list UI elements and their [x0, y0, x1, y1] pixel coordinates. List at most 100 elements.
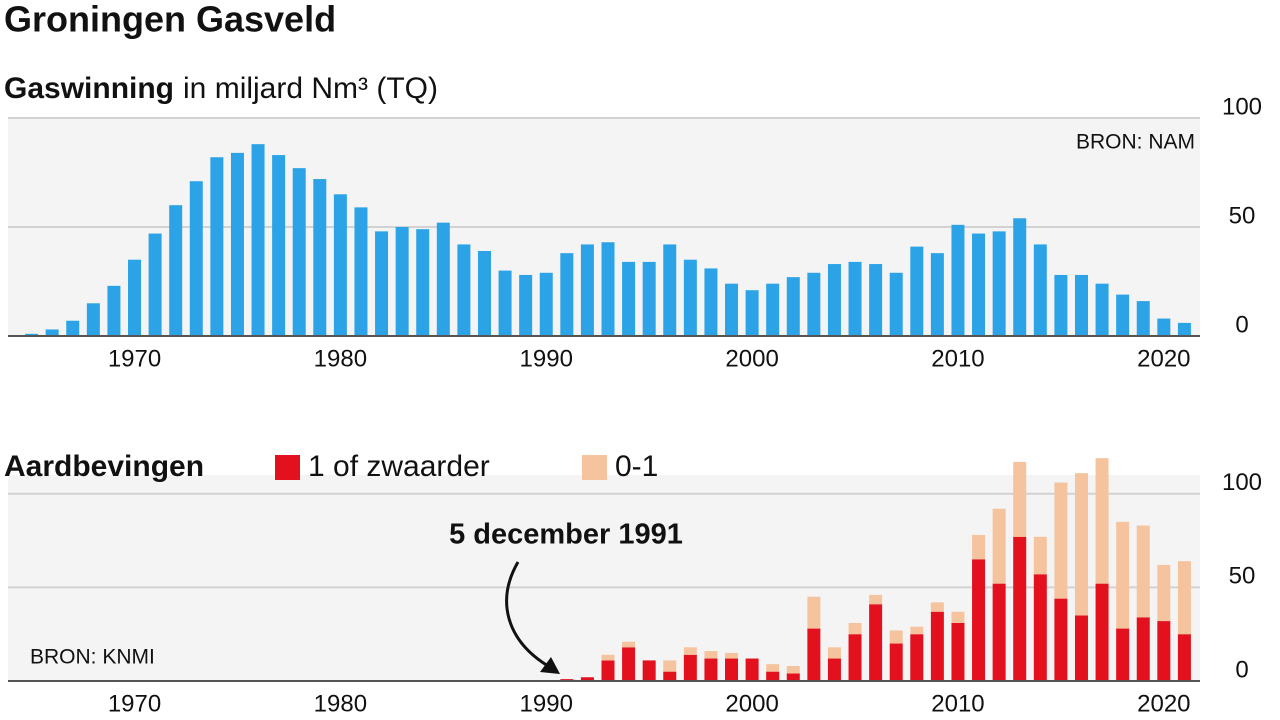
bar-segment	[1095, 583, 1109, 681]
bar	[189, 181, 203, 336]
bar-segment	[972, 559, 986, 681]
bar-segment	[1136, 617, 1150, 681]
bar	[395, 227, 409, 336]
bar	[416, 229, 430, 336]
legend-swatch	[275, 455, 300, 480]
bar-segment	[601, 660, 615, 681]
bar-segment	[992, 583, 1006, 681]
x-tick-label: 1970	[108, 345, 161, 372]
bar-segment	[745, 658, 759, 681]
bar	[25, 333, 39, 336]
bar-segment	[1095, 458, 1109, 584]
bar	[313, 179, 327, 336]
bar	[1033, 244, 1047, 336]
y-tick-label: 0	[1235, 656, 1248, 683]
x-tick-label: 2000	[725, 345, 778, 372]
bar-segment	[622, 647, 636, 681]
bar-segment	[1116, 628, 1130, 681]
bar	[128, 259, 142, 336]
x-tick-label: 1970	[108, 690, 161, 717]
subtitle: Aardbevingen	[4, 450, 204, 483]
bar-segment	[1136, 525, 1150, 618]
bar-segment	[663, 671, 677, 681]
y-tick-label: 50	[1229, 563, 1256, 590]
bar-segment	[1074, 473, 1088, 616]
main-title: Groningen Gasveld	[4, 0, 336, 40]
bar	[766, 283, 780, 336]
bar-segment	[704, 651, 718, 659]
subtitle-bold: Gaswinning	[4, 72, 174, 105]
bar	[580, 244, 594, 336]
bar-segment	[848, 634, 862, 681]
subtitle-unit: in miljard Nm³ (TQ)	[183, 72, 438, 105]
bar	[807, 272, 821, 336]
bar-segment	[786, 673, 800, 681]
bar-segment	[1116, 521, 1130, 629]
bar	[930, 253, 944, 336]
bar	[477, 250, 491, 336]
bar	[169, 205, 183, 336]
x-tick-label: 2020	[1137, 345, 1190, 372]
bar-segment	[807, 596, 821, 629]
x-tick-label: 1980	[314, 690, 367, 717]
bar-segment	[1177, 634, 1191, 681]
bar-segment	[1033, 536, 1047, 575]
bar-segment	[601, 654, 615, 661]
bar	[848, 261, 862, 336]
x-tick-label: 2010	[931, 690, 984, 717]
bar	[272, 155, 286, 336]
bar-segment	[704, 658, 718, 681]
annotation: 5 december 1991	[449, 519, 683, 551]
bar-segment	[1013, 536, 1027, 681]
bar-segment	[725, 652, 739, 659]
y-tick-label: 50	[1229, 202, 1256, 229]
bar-segment	[992, 508, 1006, 584]
bar	[1116, 294, 1130, 336]
bar-segment	[1013, 461, 1027, 537]
bar	[992, 231, 1006, 336]
bar	[1177, 322, 1191, 336]
annotation-arrow	[505, 561, 549, 668]
bar	[827, 264, 841, 336]
x-tick-label: 2000	[725, 690, 778, 717]
bar-segment	[1054, 482, 1068, 599]
x-tick-label: 1990	[520, 690, 573, 717]
bar-segment	[930, 602, 944, 612]
bar	[45, 329, 59, 336]
bar-segment	[1157, 621, 1171, 681]
arrow-head	[540, 657, 560, 674]
bar	[457, 244, 471, 336]
source: BRON: KNMI	[30, 646, 155, 669]
bar	[951, 224, 965, 336]
bar	[1157, 318, 1171, 336]
bar-segment	[766, 664, 780, 672]
bar	[230, 152, 244, 336]
bar	[910, 246, 924, 336]
bar	[148, 233, 162, 336]
source: BRON: NAM	[1076, 131, 1195, 154]
bar-segment	[1177, 561, 1191, 635]
bar-segment	[1054, 598, 1068, 681]
bar	[786, 277, 800, 336]
bar	[1013, 218, 1027, 336]
bar-segment	[827, 647, 841, 659]
bar	[725, 283, 739, 336]
bar	[972, 233, 986, 336]
bar-segment	[1033, 574, 1047, 681]
bar	[704, 268, 718, 336]
bar-segment	[889, 630, 903, 644]
bar	[642, 261, 656, 336]
bar	[869, 264, 883, 336]
bar-segment	[910, 634, 924, 681]
legend-swatch	[582, 455, 607, 480]
bar	[210, 157, 224, 336]
bar-segment	[951, 622, 965, 681]
bar	[539, 272, 553, 336]
bar	[1054, 274, 1068, 336]
bar-segment	[622, 641, 636, 648]
bar	[107, 285, 121, 336]
x-tick-label: 1990	[520, 345, 573, 372]
bar-segment	[642, 660, 656, 681]
legend-label: 1 of zwaarder	[308, 450, 490, 483]
